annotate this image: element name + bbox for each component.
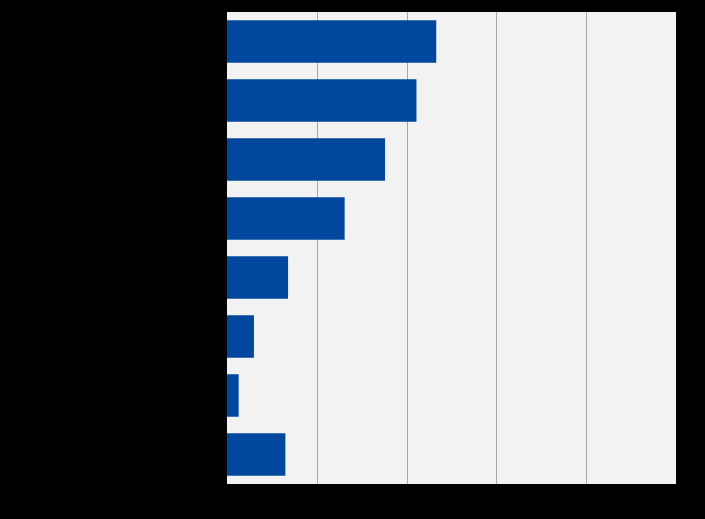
- bar-1: [227, 20, 437, 63]
- bar-4: [227, 197, 345, 240]
- bar-3: [227, 138, 386, 181]
- bar-7: [227, 374, 239, 417]
- bar-6: [227, 315, 254, 358]
- bar-5: [227, 256, 289, 299]
- bar-2: [227, 79, 417, 122]
- bar-8: [227, 433, 286, 476]
- bars: [227, 20, 437, 476]
